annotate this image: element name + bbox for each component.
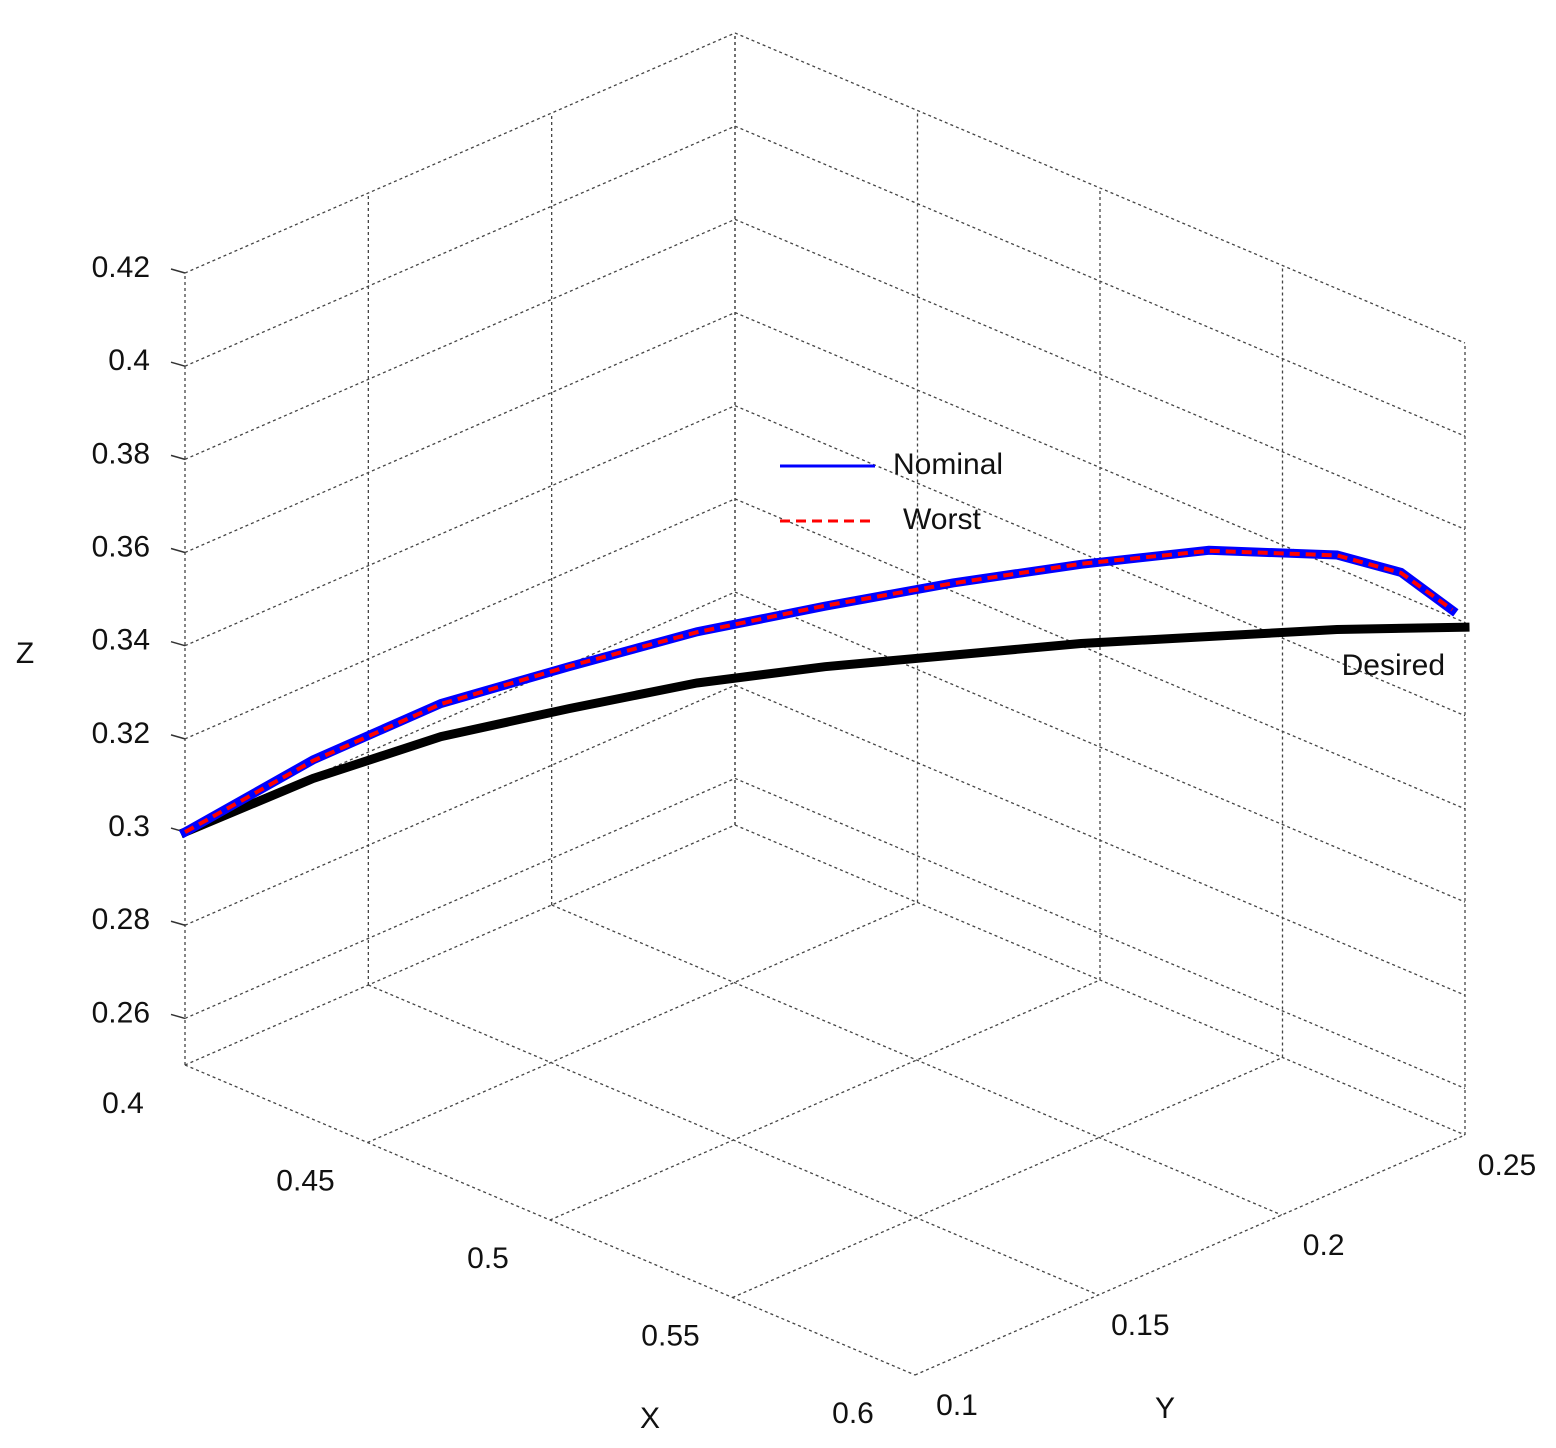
y-axis-label: Y — [1155, 1392, 1175, 1425]
x-tick-label: 0.55 — [641, 1319, 699, 1352]
grid-line — [184, 32, 736, 274]
z-tick — [170, 920, 186, 926]
x-tick-label: 0.5 — [467, 1242, 509, 1275]
grid-line — [184, 684, 736, 926]
z-tick — [170, 734, 186, 740]
grid-line — [734, 777, 1466, 1090]
z-tick — [170, 640, 186, 647]
series-line — [179, 622, 1470, 838]
series-line — [178, 545, 1459, 839]
z-tick — [170, 1013, 186, 1020]
grid-line — [734, 498, 1466, 810]
z-tick — [170, 454, 186, 461]
grid-line — [734, 824, 1466, 1136]
grid-line — [184, 218, 736, 460]
grid-line — [732, 1056, 1283, 1299]
z-tick-label: 0.34 — [92, 624, 150, 657]
grid-line — [734, 591, 1466, 903]
grid-line — [734, 311, 1466, 624]
legend-label: Nominal — [893, 448, 1003, 481]
grid-line — [368, 984, 1099, 1296]
grid-line — [734, 32, 1466, 344]
y-tick-label: 0.1 — [936, 1389, 978, 1422]
grid-line — [734, 218, 1466, 530]
grid-line — [734, 125, 1466, 437]
grid-line — [549, 979, 1101, 1221]
z-tick-label: 0.32 — [92, 717, 150, 750]
grid-line — [184, 777, 736, 1020]
z-tick-label: 0.38 — [92, 437, 150, 470]
grid-line — [184, 1064, 916, 1376]
grid-line — [184, 591, 736, 833]
grid-line — [184, 311, 736, 554]
grid-line — [367, 901, 918, 1144]
z-tick — [170, 361, 186, 367]
series-line — [184, 548, 1454, 834]
z-tick-label: 0.28 — [92, 903, 150, 936]
z-tick — [170, 268, 186, 274]
z-tick-label: 0.42 — [92, 251, 150, 284]
grid-line — [184, 824, 736, 1066]
grid-line — [914, 1134, 1466, 1376]
y-tick-label: 0.2 — [1303, 1229, 1345, 1262]
grid-line — [184, 405, 736, 647]
y-tick-label: 0.15 — [1111, 1309, 1169, 1342]
series-label: Desired — [1342, 649, 1445, 682]
z-tick — [170, 547, 186, 554]
z-tick-label: 0.4 — [108, 344, 150, 377]
y-tick-label: 0.25 — [1478, 1149, 1536, 1182]
grid-line — [184, 498, 736, 740]
z-tick-label: 0.3 — [108, 810, 150, 843]
grid-line — [551, 904, 1282, 1216]
z-tick-label: 0.36 — [92, 530, 150, 563]
x-tick-label: 0.45 — [276, 1164, 334, 1197]
grid-line — [184, 125, 736, 367]
x-tick-label: 0.4 — [102, 1087, 144, 1120]
legend-label: Worst — [903, 503, 981, 536]
z-tick-label: 0.26 — [92, 996, 150, 1029]
x-axis-label: X — [640, 1402, 660, 1435]
x-tick-label: 0.6 — [832, 1397, 874, 1430]
z-axis-label: Z — [16, 637, 34, 670]
grid-line — [734, 684, 1466, 996]
